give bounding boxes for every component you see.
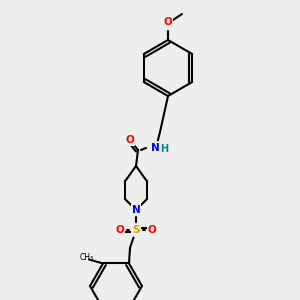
Text: S: S [132,225,140,235]
Text: CH₃: CH₃ [80,253,94,262]
Text: O: O [126,135,134,145]
Text: N: N [132,205,140,215]
Text: O: O [148,225,156,235]
Text: O: O [116,225,124,235]
Text: H: H [160,144,168,154]
Text: O: O [164,17,172,27]
Text: N: N [151,143,159,153]
